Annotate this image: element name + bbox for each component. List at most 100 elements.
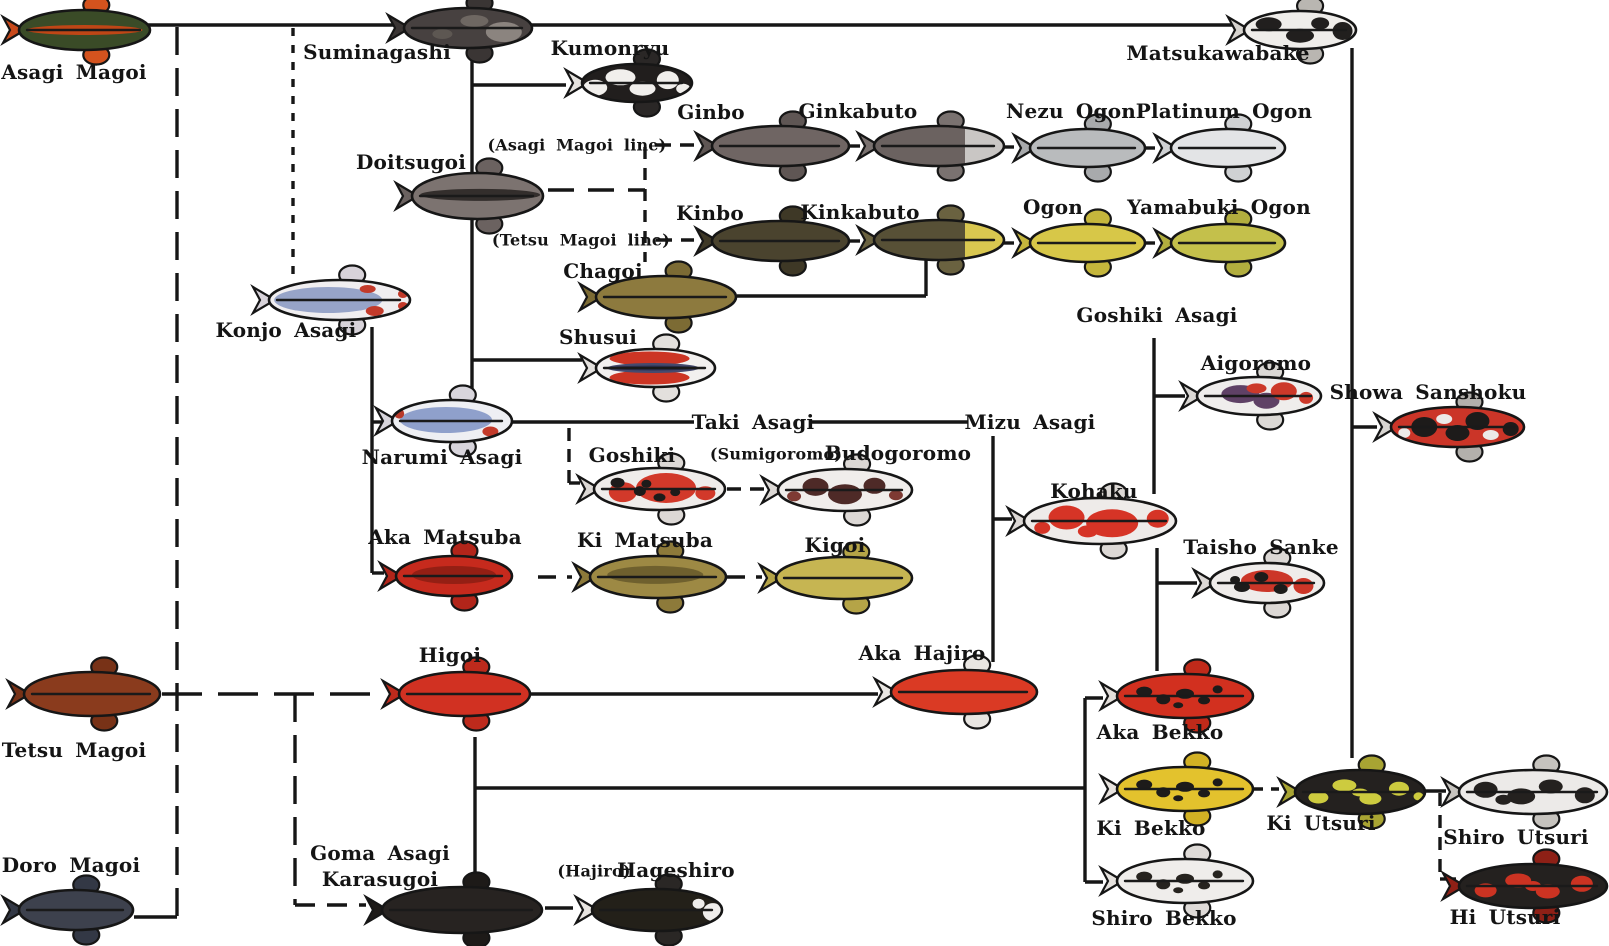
fish-goshiki [575, 452, 727, 526]
fish-doitsugoi [393, 157, 545, 235]
tail-fin [0, 894, 28, 926]
pattern-patch-0 [802, 477, 829, 496]
label-suminagashi: Suminagashi [303, 40, 451, 64]
pattern-patch-2 [359, 285, 376, 293]
pattern-patch-3 [1077, 525, 1098, 538]
label-kumonryu: Kumonryu [551, 36, 670, 60]
tail-fin [1098, 773, 1126, 805]
tail-fin [1440, 870, 1468, 902]
pattern-patch-1 [605, 69, 636, 86]
label-karasugoi: Karasugoi [322, 867, 439, 891]
tail-fin [573, 894, 601, 926]
label-aka-matsuba: Aka Matsuba [367, 525, 522, 549]
fish-taisho-sanke [1191, 547, 1326, 619]
pattern-patch-0 [1308, 791, 1329, 804]
fish-karasugoi [363, 871, 544, 946]
pattern-patch-2 [1146, 509, 1169, 528]
body-outline [1028, 127, 1147, 169]
body-outline [774, 555, 914, 601]
tail-fin [577, 352, 605, 384]
pattern-patch-2 [1233, 582, 1250, 592]
fish-kinbo [693, 205, 851, 277]
pattern-patch-5 [1482, 430, 1499, 440]
tail-fin [1152, 132, 1180, 164]
body-outline [267, 278, 412, 322]
pattern-patch-4 [1436, 414, 1453, 424]
pattern-patch-1 [1505, 873, 1532, 888]
body-outline [1169, 127, 1287, 169]
tail-fin [855, 224, 883, 256]
fish-ogon [1011, 208, 1147, 278]
pattern-patch-3 [1502, 422, 1519, 436]
pattern-patch-1 [692, 898, 705, 909]
tail-fin [1005, 505, 1033, 537]
label-asagi-magoi-line: (Asagi Magoi line) [488, 136, 667, 155]
fish-konjo-asagi [250, 264, 412, 336]
fish-aka-matsuba [377, 540, 514, 612]
body-outline [872, 124, 1006, 168]
tail-fin [1191, 567, 1219, 599]
label-taisho-sanke: Taisho Sanke [1183, 535, 1339, 559]
body-outline [776, 467, 914, 513]
label-ki-matsuba: Ki Matsuba [577, 528, 713, 552]
label-hi-utsuri: Hi Utsuri [1450, 905, 1561, 929]
body-outline [1242, 9, 1358, 51]
pattern-patch-0 [607, 565, 704, 584]
label-aka-hajiro: Aka Hajiro [858, 641, 986, 665]
label-konjo-asagi: Konjo Asagi [216, 318, 357, 342]
label-sumigoromo: (Sumigoromo) [710, 445, 842, 464]
label-goshiki: Goshiki [589, 443, 676, 467]
pattern-patch-1 [1332, 779, 1357, 792]
pattern-patch-2 [432, 29, 453, 39]
label-shusui: Shusui [559, 325, 637, 349]
label-doro-magoi: Doro Magoi [2, 853, 141, 877]
fish-ginkabuto [855, 110, 1006, 182]
tail-fin [373, 405, 401, 437]
pattern-patch-2 [863, 477, 886, 494]
label-higoi: Higoi [419, 643, 482, 667]
pattern-patch-1 [365, 306, 384, 316]
label-mizu-asagi: Mizu Asagi [965, 410, 1096, 434]
pattern-patch-2 [1465, 412, 1490, 430]
body-outline [1115, 672, 1255, 720]
tail-fin [575, 473, 603, 505]
fish-aigoromo [1178, 361, 1323, 431]
label-tetsu-magoi: Tetsu Magoi [2, 738, 147, 762]
tail-fin [563, 67, 591, 99]
pattern-patch-4 [1034, 521, 1051, 534]
fish-budogoromo [759, 453, 914, 527]
body-outline [580, 62, 694, 104]
body-outline [1022, 496, 1178, 546]
tail-fin [1152, 227, 1180, 259]
body-outline [1457, 768, 1609, 816]
label-kohaku: Kohaku [1050, 479, 1137, 503]
fish-shiro-utsuri [1440, 754, 1609, 830]
fish-ki-matsuba [571, 540, 728, 614]
tail-fin [1011, 132, 1039, 164]
body-outline [872, 218, 1006, 262]
tail-fin [872, 676, 900, 708]
label-kinbo: Kinbo [676, 201, 744, 225]
pattern-patch-3 [1254, 572, 1269, 582]
body-outline [710, 124, 851, 168]
pattern-patch-0 [485, 22, 522, 42]
tail-fin [693, 225, 721, 257]
pattern-patch-2 [1270, 382, 1297, 401]
fish-higoi [380, 656, 532, 732]
pattern-patch-4 [1273, 584, 1288, 594]
pattern-patch-2 [1176, 873, 1194, 884]
fish-shiro-bekko [1098, 843, 1255, 919]
pattern-patch-7 [641, 479, 652, 488]
tail-fin [693, 130, 721, 162]
label-showa-sanshoku: Showa Sanshoku [1330, 380, 1527, 404]
tail-fin [1440, 776, 1468, 808]
fish-aka-bekko [1098, 658, 1255, 734]
label-shiro-bekko: Shiro Bekko [1091, 906, 1236, 930]
pattern-patch-1 [1445, 425, 1470, 441]
pattern-patch-2 [1538, 779, 1563, 794]
tail-fin [363, 894, 391, 926]
label-narumi-asagi: Narumi Asagi [362, 445, 523, 469]
pattern-patch-4 [633, 486, 646, 497]
